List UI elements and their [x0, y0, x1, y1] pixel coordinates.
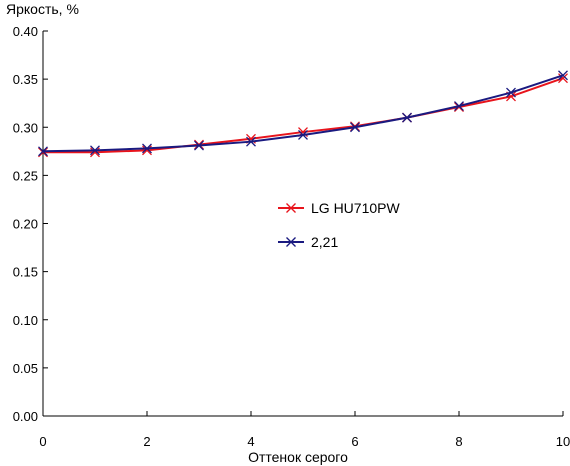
y-axis-ticks: 0.00 0.05 0.10 0.15 0.20 0.25 0.30 0.35 0.40 [13, 24, 48, 424]
series-gamma-2-21 [38, 70, 568, 157]
legend-item: LG HU710PW [278, 200, 400, 216]
y-tick-label: 0.20 [13, 217, 38, 232]
legend-item: 2,21 [278, 234, 338, 250]
legend-marker [286, 237, 296, 247]
data-point [38, 147, 48, 158]
data-point [194, 140, 204, 151]
y-axis-title: Яркость, % [6, 1, 79, 17]
y-tick-label: 0.25 [13, 168, 38, 183]
legend-marker [286, 203, 296, 213]
data-point [246, 136, 256, 147]
legend: LG HU710PW 2,21 [278, 200, 400, 250]
data-point [142, 143, 152, 154]
data-point [350, 122, 360, 133]
data-point [558, 70, 568, 81]
x-axis-ticks: 0 2 4 6 8 10 [39, 411, 570, 449]
data-point [402, 112, 412, 123]
x-tick-label: 2 [143, 434, 150, 449]
x-tick-label: 6 [351, 434, 358, 449]
x-tick-label: 10 [556, 434, 570, 449]
x-tick-label: 4 [247, 434, 254, 449]
legend-label: 2,21 [311, 234, 338, 250]
x-tick-label: 8 [455, 434, 462, 449]
legend-label: LG HU710PW [311, 200, 400, 216]
y-tick-label: 0.05 [13, 361, 38, 376]
data-point [38, 146, 48, 157]
data-point [454, 101, 464, 112]
x-tick-label: 0 [39, 434, 46, 449]
data-point [90, 145, 100, 156]
y-tick-label: 0.30 [13, 120, 38, 135]
y-tick-label: 0.00 [13, 409, 38, 424]
y-tick-label: 0.35 [13, 72, 38, 87]
data-point [298, 129, 308, 140]
series-layer [38, 70, 568, 158]
series-lg-hu710pw [38, 73, 568, 158]
y-tick-label: 0.10 [13, 313, 38, 328]
series-line [42, 74, 564, 153]
data-point [558, 73, 568, 84]
y-tick-label: 0.15 [13, 265, 38, 280]
series-line [43, 77, 564, 154]
x-axis-title: Оттенок серого [248, 449, 348, 465]
data-point [506, 87, 516, 98]
y-tick-label: 0.40 [13, 24, 38, 39]
